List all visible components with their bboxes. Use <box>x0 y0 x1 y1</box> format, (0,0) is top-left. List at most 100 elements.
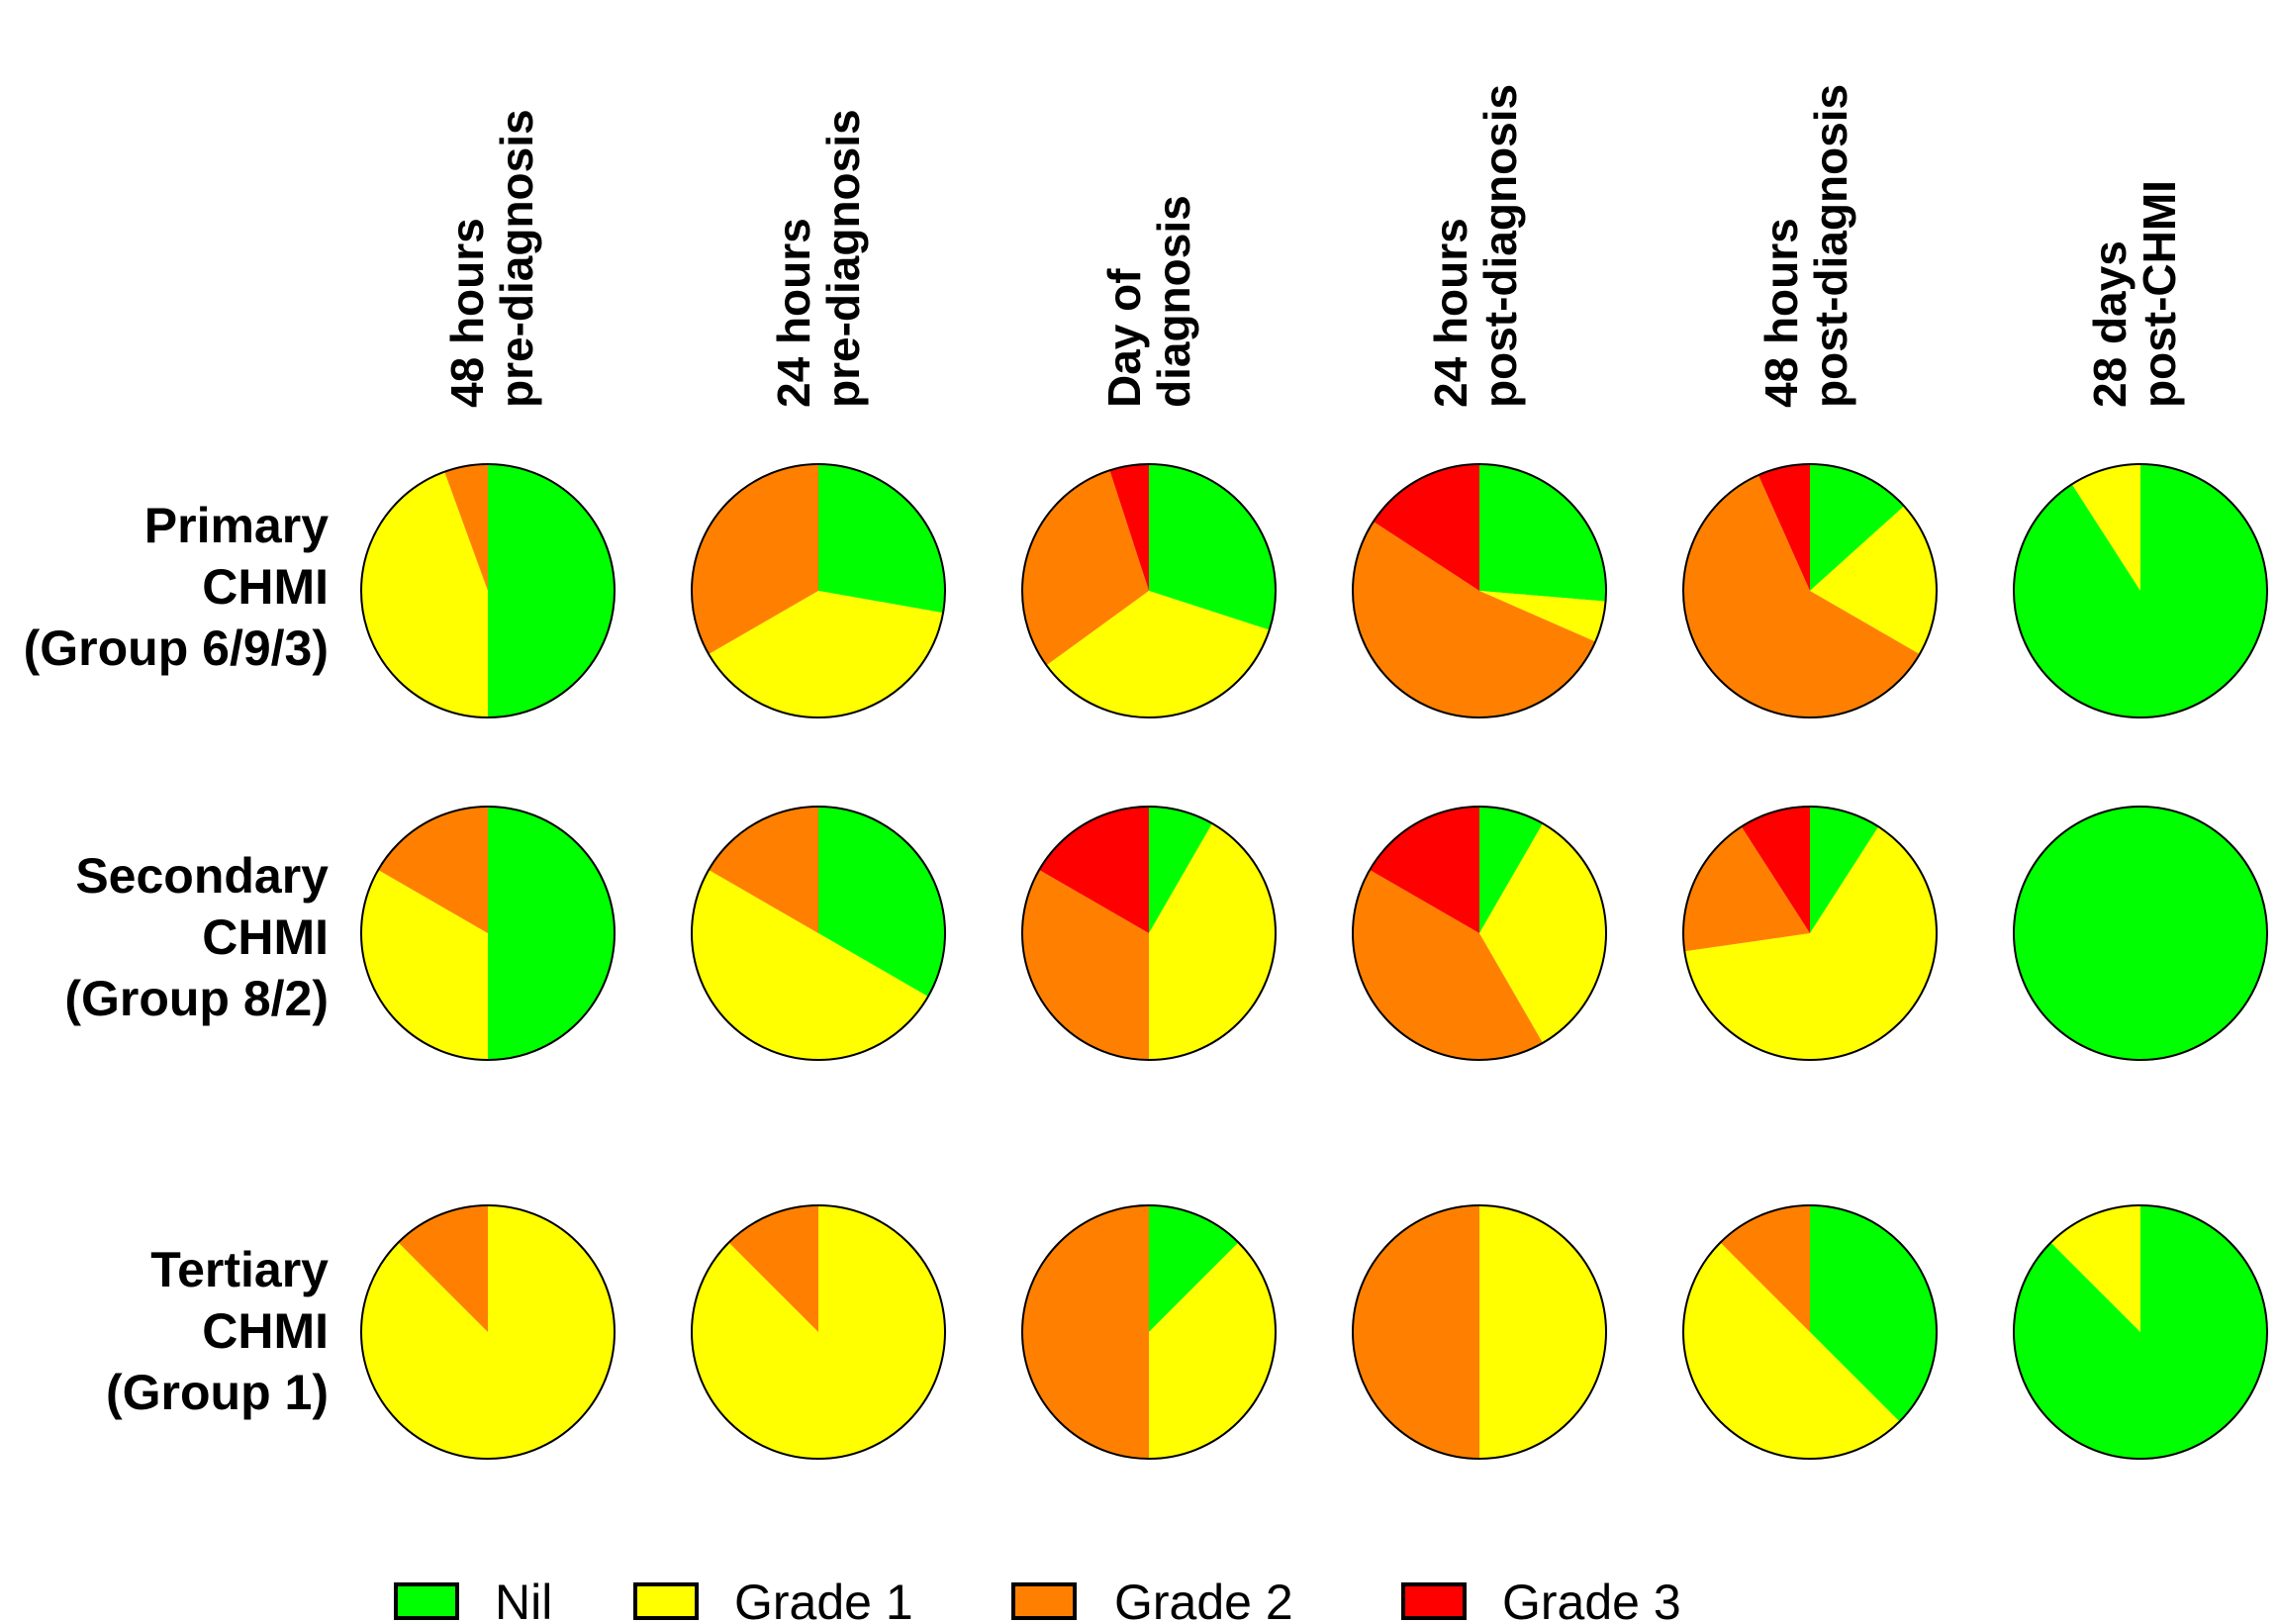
pie-secondary-col-2-outline <box>691 806 946 1061</box>
legend-swatch-grade-2 <box>1011 1582 1077 1620</box>
column-header-2-line1: 24 hours <box>768 218 819 408</box>
pie-secondary-col-4-slice-grade-1 <box>1479 823 1606 1043</box>
column-header-2-line2: pre-diagnosis <box>817 109 869 408</box>
pie-primary-col-2-outline <box>691 463 946 718</box>
pie-tertiary-col-1-slice-grade-2 <box>398 1205 488 1332</box>
pie-secondary-col-1-outline <box>360 806 616 1061</box>
column-header-6-line2: post-CHMI <box>2134 180 2185 408</box>
pie-secondary-col-6 <box>2013 806 2268 1061</box>
row-label-secondary-line2: CHMI <box>202 909 329 965</box>
pie-secondary-col-3-outline <box>1021 806 1277 1061</box>
pie-secondary-col-3-slice-nil <box>1149 807 1212 933</box>
pie-secondary-col-5-slice-grade-1 <box>1684 826 1937 1060</box>
pie-secondary-col-5 <box>1682 806 1938 1061</box>
column-header-3-line2: diagnosis <box>1148 195 1199 408</box>
row-label-secondary-line1: Secondary <box>75 848 329 904</box>
pie-primary-col-6-outline <box>2013 463 2268 718</box>
pie-tertiary-col-5 <box>1682 1204 1938 1460</box>
pie-tertiary-col-5-slice-grade-1 <box>1682 1242 1900 1460</box>
pie-primary-col-6-slice-nil <box>2014 464 2268 717</box>
pie-secondary-col-4-slice-grade-2 <box>1353 870 1543 1060</box>
row-label-tertiary-line2: CHMI <box>202 1303 329 1359</box>
pie-primary-col-4-slice-grade-3 <box>1373 464 1479 591</box>
pie-tertiary-col-4-slice-grade-2 <box>1353 1205 1479 1459</box>
pie-primary-col-4-slice-nil <box>1479 464 1606 602</box>
legend-item-grade-3: Grade 3 <box>1401 1575 1681 1624</box>
legend-swatch-grade-3 <box>1401 1582 1467 1620</box>
pie-tertiary-col-2 <box>691 1204 946 1460</box>
pie-primary-col-5-outline <box>1682 463 1938 718</box>
pie-primary-col-3-slice-grade-3 <box>1109 464 1149 591</box>
legend-swatch-nil <box>394 1582 459 1620</box>
legend-item-nil: Nil <box>394 1575 552 1624</box>
pie-primary-col-6-slice-grade-1 <box>2071 464 2140 591</box>
pie-primary-col-3-outline <box>1021 463 1277 718</box>
pie-tertiary-col-3-slice-grade-2 <box>1022 1205 1149 1459</box>
pie-primary-col-5-slice-grade-3 <box>1757 464 1810 591</box>
column-header-4-line2: post-diagnosis <box>1474 84 1526 408</box>
column-header-2: 24 hours pre-diagnosis <box>768 109 869 408</box>
pie-tertiary-col-4-slice-grade-1 <box>1479 1205 1606 1459</box>
legend-label-nil: Nil <box>495 1575 552 1624</box>
pie-secondary-col-5-slice-grade-3 <box>1741 807 1810 933</box>
pie-secondary-col-2-slice-nil <box>818 807 945 997</box>
pie-secondary-col-1-slice-grade-1 <box>361 870 488 1060</box>
pie-secondary-col-4 <box>1352 806 1607 1061</box>
pie-tertiary-col-3-outline <box>1021 1204 1277 1460</box>
column-headers: 48 hours pre-diagnosis 24 hours pre-diag… <box>441 84 2185 408</box>
pie-primary-col-1-slice-grade-1 <box>361 471 488 717</box>
row-label-tertiary-line3: (Group 1) <box>106 1365 329 1420</box>
pie-secondary-col-6-outline <box>2013 806 2268 1061</box>
pie-secondary-col-4-slice-nil <box>1479 807 1543 933</box>
column-header-5-line2: post-diagnosis <box>1805 84 1856 408</box>
row-label-secondary-line3: (Group 8/2) <box>64 971 329 1026</box>
row-label-primary: Primary CHMI (Group 6/9/3) <box>24 498 330 676</box>
pie-secondary-col-1-slice-nil <box>488 807 615 1060</box>
pie-primary-col-3-slice-grade-2 <box>1021 470 1149 666</box>
pie-secondary-col-3 <box>1021 806 1277 1061</box>
column-header-3-line1: Day of <box>1098 268 1150 408</box>
pie-tertiary-col-2-slice-grade-2 <box>728 1205 818 1332</box>
pie-tertiary-col-5-outline <box>1682 1204 1938 1460</box>
pie-secondary-col-4-slice-grade-3 <box>1370 807 1479 933</box>
pie-secondary-col-1 <box>360 806 616 1061</box>
pies <box>360 463 2268 1460</box>
pie-primary-col-5-slice-nil <box>1810 464 1905 591</box>
row-label-primary-line3: (Group 6/9/3) <box>24 621 329 676</box>
row-label-primary-line2: CHMI <box>202 559 329 615</box>
pie-secondary-col-3-slice-grade-1 <box>1149 823 1276 1060</box>
pie-secondary-col-2-slice-grade-2 <box>709 807 818 933</box>
pie-tertiary-col-5-slice-grade-2 <box>1720 1205 1810 1332</box>
pie-primary-col-2 <box>691 463 946 718</box>
column-header-6: 28 days post-CHMI <box>2084 180 2185 408</box>
pie-primary-col-3-slice-grade-1 <box>1046 591 1270 718</box>
pie-tertiary-col-6-slice-nil <box>2013 1205 2267 1460</box>
pie-tertiary-col-2-slice-grade-1 <box>691 1205 945 1459</box>
pie-primary-col-5 <box>1682 463 1938 718</box>
pie-secondary-col-6-slice-nil <box>2014 807 2267 1060</box>
pie-tertiary-col-2-outline <box>691 1204 946 1460</box>
legend-label-grade-2: Grade 2 <box>1114 1575 1293 1624</box>
pie-secondary-col-5-slice-grade-2 <box>1682 826 1810 952</box>
pie-tertiary-col-6-outline <box>2013 1204 2268 1460</box>
pie-primary-col-4-slice-grade-1 <box>1479 591 1606 642</box>
pie-tertiary-col-3-slice-nil <box>1149 1205 1239 1332</box>
pie-primary-col-2-slice-grade-2 <box>692 464 818 654</box>
pie-primary-col-4-slice-grade-2 <box>1353 521 1596 717</box>
row-label-tertiary: Tertiary CHMI (Group 1) <box>106 1242 329 1420</box>
column-header-1-line1: 48 hours <box>441 218 493 408</box>
pie-tertiary-col-3 <box>1021 1204 1277 1460</box>
pie-primary-col-4-outline <box>1352 463 1607 718</box>
legend-label-grade-3: Grade 3 <box>1502 1575 1681 1624</box>
pie-tertiary-col-6-slice-grade-1 <box>2050 1205 2140 1332</box>
pie-secondary-col-1-slice-grade-2 <box>378 807 488 933</box>
row-label-secondary: Secondary CHMI (Group 8/2) <box>64 848 329 1026</box>
pie-tertiary-col-4 <box>1352 1204 1607 1460</box>
column-header-4-line1: 24 hours <box>1425 218 1476 408</box>
pie-primary-col-4 <box>1352 463 1607 718</box>
pie-primary-col-5-slice-grade-2 <box>1682 475 1920 718</box>
row-labels: Primary CHMI (Group 6/9/3) Secondary CHM… <box>24 498 330 1420</box>
legend-item-grade-1: Grade 1 <box>633 1575 913 1624</box>
pie-secondary-col-5-outline <box>1682 806 1938 1061</box>
